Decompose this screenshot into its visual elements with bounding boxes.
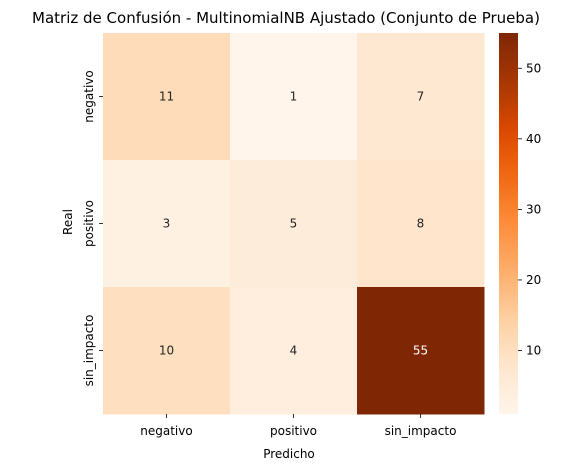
colorbar (499, 33, 518, 414)
x-axis-ticks: negativo positivo sin_impacto (140, 414, 456, 438)
colorbar-tick-label: 30 (526, 202, 541, 216)
heatmap-cell (103, 160, 231, 288)
x-tick-label: sin_impacto (385, 424, 457, 438)
heatmap-cell (230, 33, 358, 161)
heatmap-cells (103, 33, 485, 415)
y-axis-ticks: negativo positivo sin_impacto (82, 70, 103, 386)
cell-value-label: 10 (159, 344, 174, 358)
y-tick-label: negativo (82, 70, 96, 122)
cell-value-label: 55 (413, 344, 428, 358)
colorbar-tick-label: 40 (526, 132, 541, 146)
y-tick-label: positivo (82, 200, 96, 247)
heatmap-cell (230, 160, 358, 288)
heatmap-cell (357, 160, 485, 288)
colorbar-tick-label: 10 (526, 344, 541, 358)
cell-value-label: 3 (163, 217, 171, 231)
cell-value-label: 8 (417, 217, 425, 231)
cell-value-label: 4 (290, 344, 298, 358)
x-tick-label: negativo (140, 424, 192, 438)
y-tick-label: sin_impacto (82, 315, 96, 387)
heatmap-cell (103, 287, 231, 415)
cell-value-label: 5 (290, 217, 298, 231)
x-tick-label: positivo (270, 424, 317, 438)
heatmap-cell (357, 287, 485, 415)
heatmap-cell (230, 287, 358, 415)
chart-title: Matriz de Confusión - MultinomialNB Ajus… (32, 9, 540, 27)
heatmap-cell (103, 33, 231, 161)
colorbar-tick-label: 50 (526, 61, 541, 75)
cell-value-label: 11 (159, 90, 174, 104)
y-axis-label: Real (61, 209, 75, 235)
cell-value-label: 1 (290, 90, 298, 104)
x-axis-label: Predicho (263, 447, 315, 461)
heatmap-cell-labels: 11 1 73 5 810 4 55 (159, 90, 428, 358)
colorbar-ticks: 10 20 30 40 50 (518, 61, 541, 358)
colorbar-tick-label: 20 (526, 273, 541, 287)
heatmap-cell (357, 33, 485, 161)
cell-value-label: 7 (417, 90, 425, 104)
